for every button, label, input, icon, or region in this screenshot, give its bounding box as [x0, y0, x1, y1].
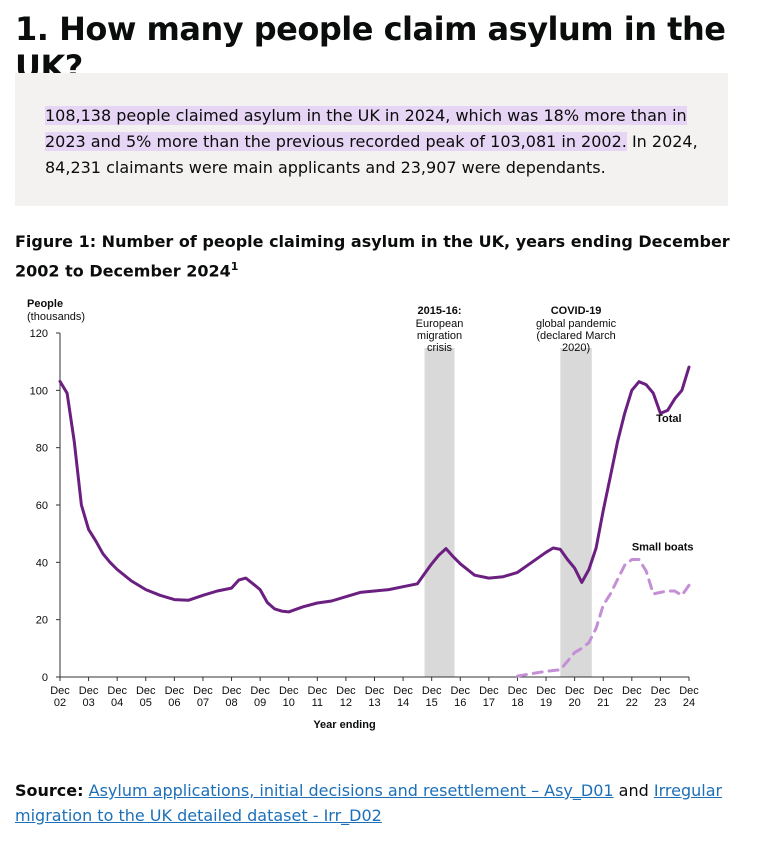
x-tick-bottom-22: 24 — [683, 697, 695, 709]
x-tick-top-20: Dec — [622, 685, 642, 697]
x-tick-bottom-1: 03 — [82, 697, 94, 709]
y-tick-label-20: 20 — [36, 615, 48, 627]
shaded-period-0 — [424, 348, 455, 677]
x-tick-bottom-21: 23 — [654, 697, 666, 709]
x-axis-label: Year ending — [313, 719, 375, 731]
x-tick-top-4: Dec — [165, 685, 185, 697]
y-tick-label-80: 80 — [36, 443, 48, 455]
x-tick-top-7: Dec — [250, 685, 270, 697]
x-tick-bottom-8: 10 — [283, 697, 295, 709]
x-tick-bottom-13: 15 — [426, 697, 438, 709]
y-tick-label-100: 100 — [30, 385, 48, 397]
x-tick-top-8: Dec — [279, 685, 299, 697]
x-tick-bottom-18: 20 — [569, 697, 581, 709]
y-axis-label-1: (thousands) — [27, 311, 85, 323]
x-tick-bottom-20: 22 — [626, 697, 638, 709]
x-tick-top-18: Dec — [565, 685, 585, 697]
x-tick-bottom-17: 19 — [540, 697, 552, 709]
shaded-period-1 — [560, 348, 592, 677]
shaded-period-title-0: 2015-16: — [418, 305, 462, 317]
figure-title-text: Figure 1: Number of people claiming asyl… — [15, 232, 730, 281]
shaded-period-label-1-1: (declared March — [536, 330, 615, 342]
series-label-1: Small boats — [632, 541, 694, 553]
x-tick-top-0: Dec — [50, 685, 70, 697]
y-tick-label-120: 120 — [30, 328, 48, 340]
x-tick-top-12: Dec — [393, 685, 413, 697]
shaded-period-label-0-1: migration — [417, 330, 462, 342]
x-tick-top-2: Dec — [107, 685, 127, 697]
x-tick-top-17: Dec — [536, 685, 556, 697]
x-tick-top-9: Dec — [308, 685, 328, 697]
x-tick-bottom-10: 12 — [340, 697, 352, 709]
series-line-small-boats — [516, 558, 691, 678]
shaded-period-label-1-2: 2020) — [562, 342, 590, 354]
x-tick-bottom-16: 18 — [511, 697, 523, 709]
x-tick-bottom-14: 16 — [454, 697, 466, 709]
x-tick-top-1: Dec — [79, 685, 99, 697]
source-link-asy-d01[interactable]: Asylum applications, initial decisions a… — [88, 781, 614, 800]
y-tick-label-0: 0 — [42, 672, 48, 684]
shaded-period-label-0-0: European — [416, 318, 464, 330]
x-tick-top-13: Dec — [422, 685, 442, 697]
x-tick-bottom-5: 07 — [197, 697, 209, 709]
source-note: Source: Asylum applications, initial dec… — [15, 778, 745, 828]
shaded-period-label-0-2: crisis — [427, 342, 453, 354]
series-line-total — [58, 365, 691, 614]
x-tick-bottom-19: 21 — [597, 697, 609, 709]
footnote-marker: 1 — [230, 260, 239, 273]
x-tick-bottom-12: 14 — [397, 697, 409, 709]
summary-rest: In 2024, 84,231 claimants were main appl… — [45, 132, 698, 177]
x-tick-top-21: Dec — [651, 685, 671, 697]
x-tick-bottom-11: 13 — [368, 697, 380, 709]
figure-title: Figure 1: Number of people claiming asyl… — [15, 229, 740, 283]
source-label: Source: — [15, 781, 84, 800]
x-tick-top-19: Dec — [593, 685, 613, 697]
source-link-irr-d02[interactable]: Irregular migration to the UK detailed d… — [15, 781, 723, 825]
summary-box: 108,138 people claimed asylum in the UK … — [15, 73, 728, 206]
x-tick-top-6: Dec — [222, 685, 242, 697]
y-tick-label-40: 40 — [36, 557, 48, 569]
x-tick-top-14: Dec — [450, 685, 470, 697]
summary-highlight: 108,138 people claimed asylum in the UK … — [45, 106, 687, 151]
series-label-0: Total — [656, 413, 681, 425]
source-connector: and — [613, 781, 654, 800]
x-tick-bottom-2: 04 — [111, 697, 123, 709]
x-tick-top-3: Dec — [136, 685, 156, 697]
y-axis-label-0: People — [27, 298, 63, 310]
y-tick-label-60: 60 — [36, 500, 48, 512]
x-tick-bottom-4: 06 — [168, 697, 180, 709]
x-tick-top-15: Dec — [479, 685, 499, 697]
x-tick-bottom-6: 08 — [225, 697, 237, 709]
x-tick-bottom-0: 02 — [54, 697, 66, 709]
x-tick-bottom-9: 11 — [312, 697, 323, 709]
x-tick-top-22: Dec — [679, 685, 699, 697]
shaded-period-label-1-0: global pandemic — [536, 318, 617, 330]
x-tick-bottom-15: 17 — [483, 697, 495, 709]
x-tick-bottom-3: 05 — [140, 697, 152, 709]
x-tick-top-16: Dec — [508, 685, 528, 697]
x-tick-top-11: Dec — [365, 685, 385, 697]
page-heading: 1. How many people claim asylum in the U… — [15, 10, 726, 86]
x-tick-top-5: Dec — [193, 685, 213, 697]
shaded-period-title-1: COVID-19 — [551, 305, 602, 317]
x-tick-top-10: Dec — [336, 685, 356, 697]
x-tick-bottom-7: 09 — [254, 697, 266, 709]
